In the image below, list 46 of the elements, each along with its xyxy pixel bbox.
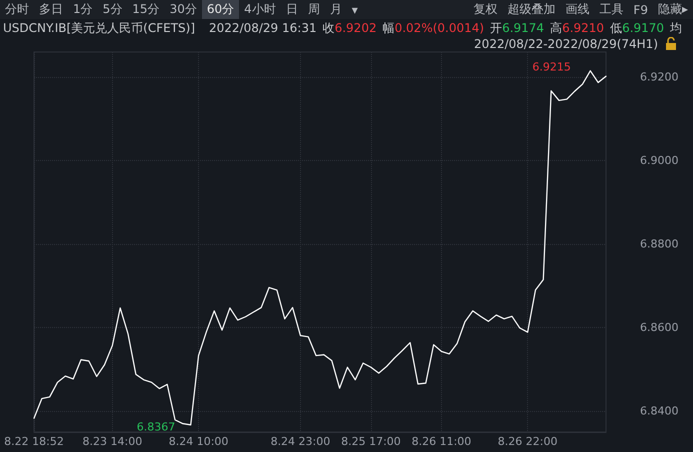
chart-subtitle: 2022/08/22-2022/08/29(74H1): [474, 37, 658, 51]
text: 均: [670, 20, 682, 36]
text: 隐藏▸: [656, 1, 689, 18]
text: 工具: [598, 1, 624, 18]
annotation: 6.8367: [136, 420, 176, 434]
y-tick-label: 6.8800: [640, 238, 678, 251]
text: 0.02%(0.0014): [394, 21, 484, 35]
text: 周: [306, 1, 321, 18]
text: 复权: [472, 1, 498, 18]
text: 60分: [202, 0, 240, 19]
text: 1分: [72, 1, 94, 18]
annotation: 6.9215: [532, 60, 571, 74]
text: 分时: [4, 1, 30, 18]
text: ▾: [350, 2, 359, 18]
text: 6.9210: [562, 21, 604, 35]
x-tick-label: 8.26 22:00: [498, 435, 558, 448]
text: 开: [490, 20, 502, 36]
text: 6.9174: [502, 21, 544, 35]
y-tick-label: 6.9200: [640, 70, 678, 84]
y-tick-label: 6.8400: [640, 404, 678, 418]
y-tick-label: 6.8600: [640, 321, 678, 334]
x-tick-label: 8.22 18:52: [4, 435, 64, 448]
text: 超级叠加: [506, 1, 556, 18]
x-tick-label: 8.26 11:00: [412, 435, 472, 448]
text: 5分: [102, 1, 124, 18]
x-tick-label: 8.25 17:00: [341, 435, 401, 448]
x-tick-label: 8.24 23:00: [270, 435, 330, 448]
text: 月: [328, 1, 343, 18]
text: 幅: [382, 20, 395, 36]
text: 6.9170: [622, 21, 664, 35]
chart-title: USDCNY.IB[美元兑人民币(CFETS)]: [3, 20, 196, 36]
text: 2022/08/29 16:31: [209, 21, 317, 35]
text: 4小时: [243, 1, 277, 18]
text: 日: [284, 1, 299, 18]
text: 画线: [564, 1, 590, 18]
text: 多日: [38, 1, 64, 18]
y-tick-label: 6.9000: [640, 154, 678, 168]
text: 30分: [168, 1, 198, 18]
x-tick-label: 8.23 14:00: [82, 435, 142, 448]
text: 收: [322, 20, 335, 36]
text: 高: [550, 20, 562, 36]
text: 低: [610, 20, 622, 36]
text: F9: [632, 2, 649, 18]
x-tick-label: 8.24 10:00: [168, 435, 228, 448]
text: 15分: [131, 1, 161, 18]
text: 6.9202: [334, 21, 377, 35]
